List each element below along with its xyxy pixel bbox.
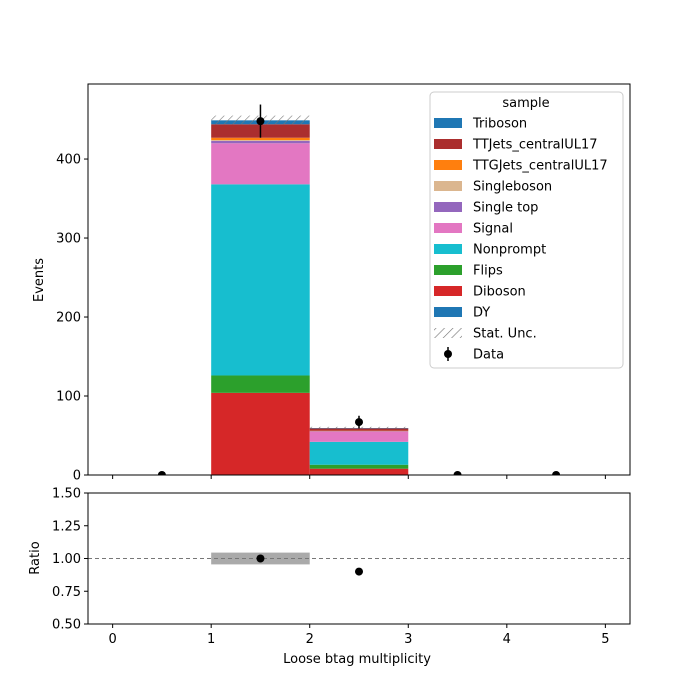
legend-item-nonprompt: Nonprompt [434,243,546,258]
ratio-point [256,554,265,563]
x-axis-label: Loose btag multiplicity [283,652,431,667]
legend-label: Diboson [473,285,526,300]
main-plot-panel: 0 100 200 300 400 Events [32,83,631,484]
bar-diboson-bin-2 [309,468,409,475]
bar-flips-bin-1 [211,375,310,393]
legend-swatch [434,265,462,275]
main-y-tick-label: 300 [56,232,81,247]
x-tick-label: 1 [207,632,215,647]
legend-label: Signal [473,222,513,237]
legend-swatch-hatch [434,328,462,338]
legend-label: Flips [473,264,503,279]
legend-swatch [434,160,462,170]
ratio-y-tick-label: 1.25 [52,519,81,534]
legend-item-stat-unc-: Stat. Unc. [434,327,537,342]
legend-swatch [434,223,462,233]
data-point [157,471,166,475]
ratio-plot-frame [87,492,631,625]
main-y-axis-label: Events [32,258,47,302]
data-point [256,117,265,126]
main-plot-frame [87,83,631,476]
ratio-plot-panel: 0.50 0.75 1.00 1.25 1.50 0 1 2 3 4 5 Ratio Loose … [28,487,631,667]
legend-item-ttgjets-centralul17: TTGJets_centralUL17 [434,159,608,174]
legend-marker-point [444,350,452,358]
bar-signal-bin-1 [211,143,310,185]
legend-item-dy: DY [434,306,490,321]
legend: sample Triboson TTJets_centralUL17 TTGJets… [429,91,624,369]
bar-signal-bin-2 [309,431,409,442]
legend-swatch [434,244,462,254]
legend-item-singleboson: Singleboson [434,180,552,195]
bar-ttjets-centralul17-bin-2 [309,428,409,431]
legend-item-single-top: Single top [434,201,538,216]
bar-ttgjets-centralul17-bin-1 [211,137,310,141]
ratio-y-axis-label: Ratio [28,541,43,574]
legend-item-triboson: Triboson [434,117,527,132]
ratio-point [355,567,363,576]
main-y-tick-label: 100 [56,390,81,405]
legend-label: Single top [473,201,538,216]
main-y-tick-label: 0 [73,469,81,484]
legend-label: Data [473,348,504,363]
bar-flips-bin-2 [309,464,409,469]
x-tick-label: 5 [601,632,609,647]
legend-swatch [434,286,462,296]
legend-item-data: Data [444,347,504,363]
legend-label: Stat. Unc. [473,327,537,342]
ratio-y-tick-label: 0.50 [52,618,81,633]
legend-label: TTJets_centralUL17 [472,138,598,153]
legend-item-flips: Flips [434,264,503,279]
data-point [552,471,561,475]
legend-swatch [434,139,462,149]
ratio-y-tick-label: 0.75 [52,585,81,600]
legend-item-diboson: Diboson [434,285,526,300]
legend-label: DY [473,306,490,321]
legend-swatch [434,181,462,191]
legend-swatch [434,202,462,212]
data-point [355,418,363,427]
x-tick-label: 3 [404,632,412,647]
legend-frame [429,91,624,369]
bar-singleboson-bin-1 [211,140,310,141]
legend-item-ttjets-centralul17: TTJets_centralUL17 [434,138,598,153]
ratio-y-tick-label: 1.50 [52,487,81,502]
bar-diboson-bin-1 [211,392,310,475]
bar-nonprompt-bin-1 [211,184,310,376]
main-y-tick-label: 200 [56,311,81,326]
bar-nonprompt-bin-2 [309,441,409,465]
legend-label: Triboson [472,117,527,132]
legend-label: Singleboson [473,180,552,195]
x-tick-label: 2 [306,632,314,647]
legend-item-signal: Signal [434,222,513,237]
legend-label: Nonprompt [473,243,546,258]
data-point [453,471,462,475]
bar-single-top-bin-1 [211,140,310,144]
legend-swatch [434,307,462,317]
x-tick-label: 4 [503,632,511,647]
legend-swatch [434,118,462,128]
legend-title: sample [502,96,549,111]
main-y-tick-label: 400 [56,153,81,168]
x-tick-label: 0 [108,632,116,647]
ratio-y-tick-label: 1.00 [52,552,81,567]
legend-label: TTGJets_centralUL17 [472,159,608,174]
